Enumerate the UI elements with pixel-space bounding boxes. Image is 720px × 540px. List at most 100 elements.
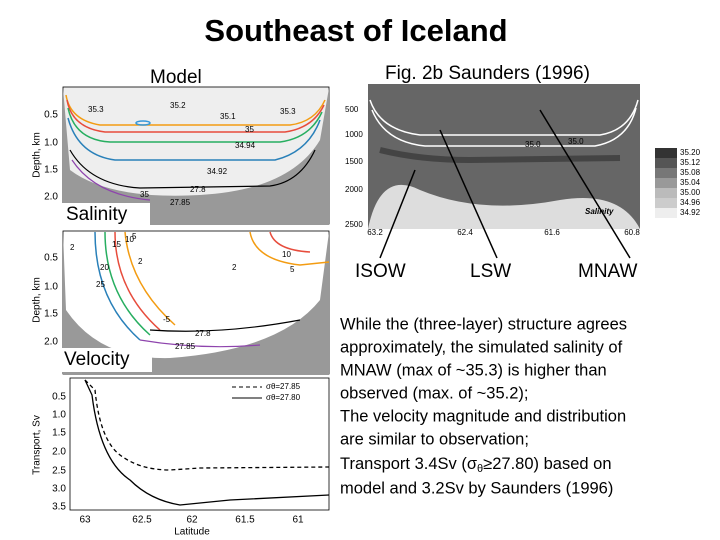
y-tick-label: 1.0 (44, 282, 58, 293)
contour (67, 117, 321, 161)
y-tick-label: 2.0 (52, 447, 66, 458)
paragraph-line: are similar to observation; (340, 430, 529, 448)
y-tick-label: 2500 (345, 220, 363, 229)
contour-label: 20 (100, 263, 109, 272)
transport-panel: 0.5 1.0 1.5 2.0 2.5 3.0 3.5 Transport, S… (32, 377, 330, 538)
arrow (439, 129, 498, 259)
y-tick-label: 1.5 (44, 309, 58, 320)
model-label: Model (150, 67, 202, 88)
contour-label: 2 (232, 263, 237, 272)
y-tick-label: 2.0 (44, 192, 58, 203)
contour-label: 34.92 (207, 167, 228, 176)
y-tick-label: 3.0 (52, 484, 66, 495)
contour-label: 35 (245, 125, 254, 134)
arrows (379, 109, 631, 259)
paragraph-line: While the (three-layer) structure agrees (340, 315, 627, 333)
y-tick-label: 2000 (345, 185, 363, 194)
water-mass: MNAW (578, 261, 638, 282)
contour-label: 35.0 (568, 137, 584, 146)
text-part: σ (467, 455, 477, 473)
label-box (60, 348, 152, 372)
legend-swatch (655, 168, 677, 178)
paragraph-line: model and 3.2Sv by Saunders (1996) (340, 479, 613, 497)
label-box (62, 203, 150, 227)
legend-entry: σθ=27.85 (266, 382, 301, 391)
panel-label: Salinity (585, 207, 614, 216)
legend-swatch (655, 208, 677, 218)
legend-swatch (655, 148, 677, 158)
y-tick-label: 2.5 (52, 466, 66, 477)
contour-label: 15 (112, 240, 121, 249)
contour (139, 339, 261, 348)
contour-label: 35.1 (220, 112, 236, 121)
water-mass: LSW (470, 261, 511, 282)
x-tick-label: 61.5 (235, 515, 255, 526)
x-tick-label: 63 (79, 515, 91, 526)
x-axis-label: Latitude (174, 527, 210, 538)
y-tick-label: 1500 (345, 157, 363, 166)
y-axis-label: Depth, km (32, 132, 43, 178)
contour (104, 231, 151, 336)
contour-label: 27.8 (190, 185, 206, 194)
text-part: ≥27.80) based on (483, 455, 611, 473)
paragraph: While the (three-layer) structure agrees… (340, 315, 627, 497)
contour (369, 99, 639, 136)
paragraph-line: observed (max. of ~35.2); (340, 384, 528, 402)
legend-entry: 35.04 (680, 178, 701, 187)
arrow (379, 169, 416, 259)
y-axis-label: Depth, km (32, 277, 43, 323)
contour (65, 94, 326, 126)
contour (269, 231, 311, 253)
velocity-panel: 0.5 1.0 1.5 2.0 Depth, km 2 20 15 10 5 2… (32, 230, 330, 375)
x-tick-label: 62.4 (457, 228, 473, 237)
contour-label: 27.85 (170, 198, 191, 207)
contour (114, 231, 161, 331)
x-tick-label: 60.8 (624, 228, 640, 237)
contour (371, 107, 637, 147)
contour-label: 10 (282, 250, 291, 259)
contour (71, 159, 151, 201)
y-tick-label: 1.5 (52, 428, 66, 439)
y-tick-label: 0.5 (44, 253, 58, 264)
x-tick-label: 61 (292, 515, 304, 526)
legend-entry: σθ=27.80 (266, 393, 301, 402)
contour-label: 35.0 (525, 140, 541, 149)
y-tick-label: 1000 (345, 130, 363, 139)
y-tick-label: 0.5 (52, 392, 66, 403)
y-tick-label: 1.0 (44, 138, 58, 149)
legend-entry: 35.12 (680, 158, 701, 167)
contour-label: 5 (290, 265, 295, 274)
legend-entry: 34.96 (680, 198, 701, 207)
contour-label: 34.94 (235, 141, 256, 150)
x-tick-label: 62 (186, 515, 198, 526)
arrow (539, 109, 631, 259)
contour-label: 5 (132, 232, 137, 241)
contour-label: 27.85 (175, 342, 196, 351)
water-mass: ISOW (355, 261, 406, 282)
panel-frame (69, 377, 330, 511)
paragraph-line: The velocity magnitude and distribution (340, 407, 626, 425)
y-tick-label: 0.5 (44, 110, 58, 121)
y-tick-label: 2.0 (44, 337, 58, 348)
paragraph-line: MNAW (max of ~35.3) is higher than (340, 361, 607, 379)
x-tick-label: 63.2 (367, 228, 383, 237)
seafloor (63, 88, 329, 224)
y-tick-label: 1.0 (52, 410, 66, 421)
text-part: θ (477, 463, 483, 475)
legend-entry: 35.20 (680, 148, 701, 157)
y-axis-label: Transport, Sv (32, 415, 43, 475)
legend-entry: 35.08 (680, 168, 701, 177)
contour (124, 231, 176, 326)
paragraph-line: approximately, the simulated salinity of (340, 338, 623, 356)
contour-label: 2 (138, 257, 143, 266)
observed-salinity (368, 84, 640, 229)
contour (135, 120, 151, 126)
contour-label: 35.3 (280, 107, 296, 116)
contour-label: 35.3 (88, 105, 104, 114)
contour (66, 99, 325, 133)
slide-title: Southeast of Iceland (204, 13, 507, 48)
y-tick-label: 3.5 (52, 502, 66, 513)
legend-swatch (655, 178, 677, 188)
x-tick-label: 61.6 (544, 228, 560, 237)
legend-swatch (655, 198, 677, 208)
